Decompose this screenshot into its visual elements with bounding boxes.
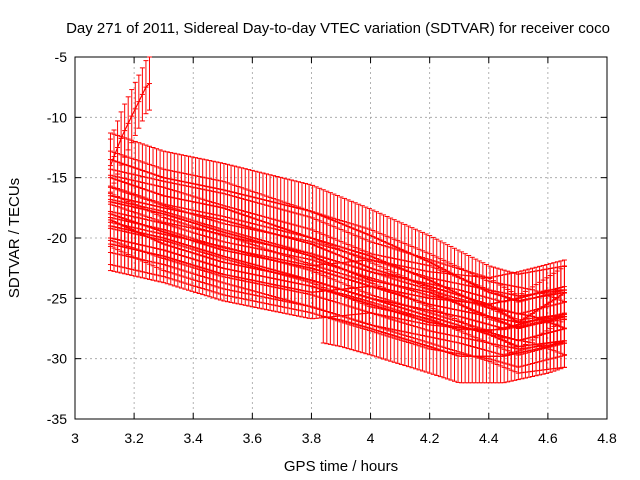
y-tick-label: -25: [47, 290, 67, 306]
y-tick-label: -35: [47, 411, 67, 427]
y-tick-label: -30: [47, 351, 67, 367]
x-tick-label: 3.8: [302, 430, 322, 446]
y-tick-label: -5: [55, 49, 68, 65]
x-tick-label: 4: [367, 430, 375, 446]
y-tick-label: -15: [47, 170, 67, 186]
y-tick-label: -20: [47, 230, 67, 246]
y-tick-label: -10: [47, 109, 67, 125]
chart-title: Day 271 of 2011, Sidereal Day-to-day VTE…: [66, 20, 610, 37]
x-tick-label: 4.4: [479, 430, 499, 446]
x-tick-label: 3: [71, 430, 79, 446]
x-tick-label: 4.8: [597, 430, 617, 446]
axis-ticks: 3 3.2 3.4 3.6 3.8 4 4.2 4.4 4.6 4.8 -35 -30 -25 -20 -1…: [47, 49, 617, 446]
series-11: [107, 216, 567, 332]
x-tick-label: 3.6: [243, 430, 263, 446]
x-tick-label: 4.6: [538, 430, 558, 446]
x-tick-label: 3.4: [183, 430, 203, 446]
data-series: [107, 56, 567, 384]
x-tick-label: 3.2: [124, 430, 144, 446]
x-tick-label: 4.2: [420, 430, 440, 446]
series-line: [109, 83, 150, 166]
